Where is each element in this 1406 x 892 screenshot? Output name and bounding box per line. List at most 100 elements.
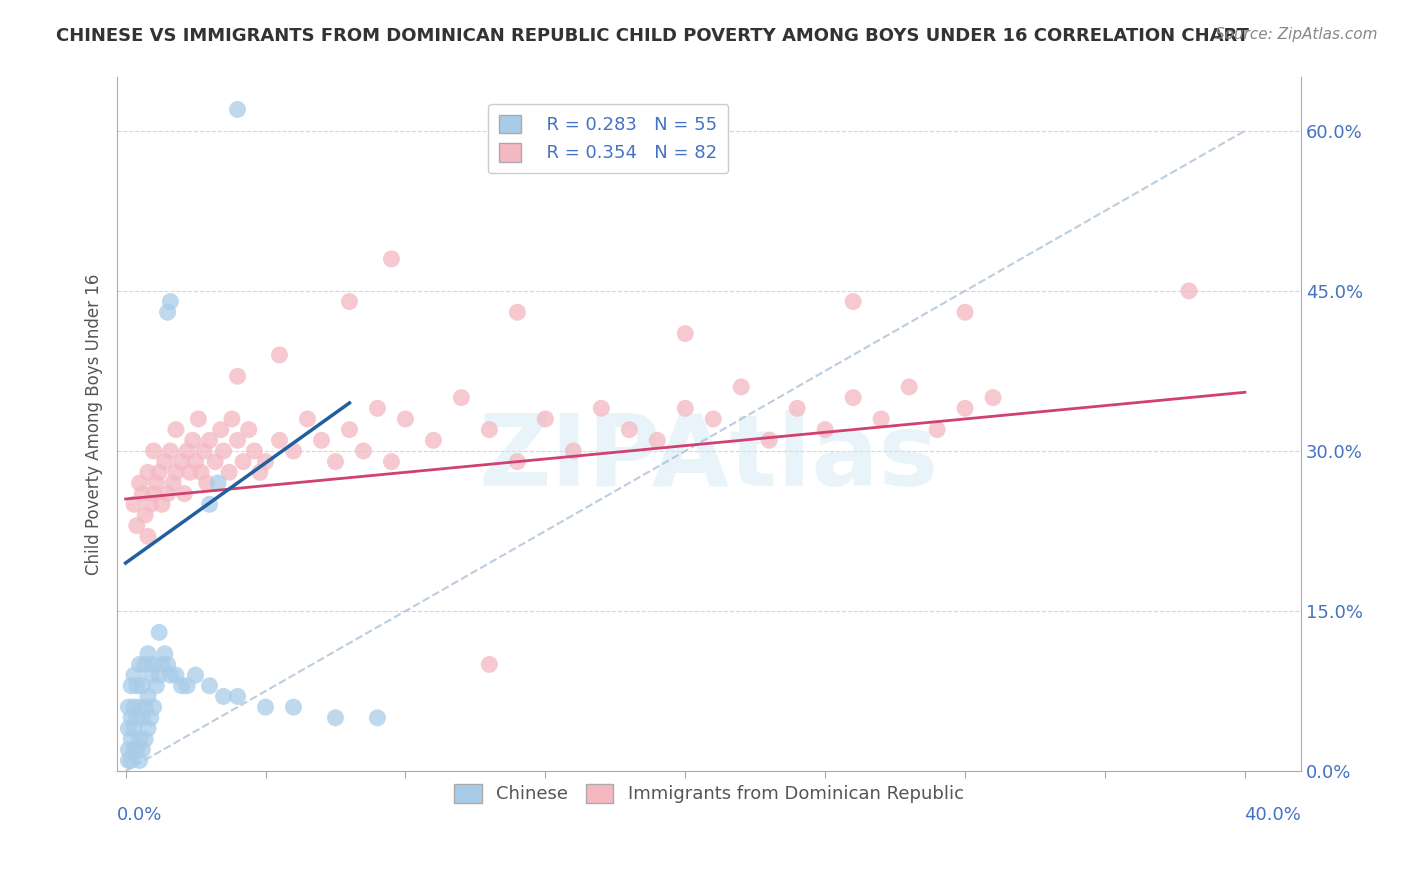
Point [212,444,235,458]
Point [297,412,319,426]
Point [134,732,156,747]
Point [125,518,148,533]
Point [221,412,243,426]
Point [758,434,780,448]
Point [450,391,472,405]
Point [122,497,145,511]
Point [128,657,150,672]
Point [380,252,402,266]
Text: 40.0%: 40.0% [1244,805,1301,824]
Point [311,434,333,448]
Point [125,711,148,725]
Point [159,668,181,682]
Point [117,700,139,714]
Point [673,326,696,341]
Point [128,754,150,768]
Point [981,391,1004,405]
Point [198,679,221,693]
Point [120,679,142,693]
Point [136,529,159,543]
Point [122,722,145,736]
Point [730,380,752,394]
Point [422,434,444,448]
Point [176,444,198,458]
Point [162,475,184,490]
Point [269,434,291,448]
Point [179,466,201,480]
Point [134,700,156,714]
Point [204,455,226,469]
Point [506,305,529,319]
Point [120,711,142,725]
Point [339,423,361,437]
Point [562,444,585,458]
Point [117,743,139,757]
Point [870,412,893,426]
Point [226,369,249,384]
Point [165,668,187,682]
Point [125,743,148,757]
Point [366,401,388,416]
Point [534,412,557,426]
Point [117,722,139,736]
Point [139,711,162,725]
Point [142,444,165,458]
Point [145,475,167,490]
Point [702,412,724,426]
Point [184,668,207,682]
Point [1178,284,1201,298]
Point [814,423,837,437]
Point [122,668,145,682]
Point [842,294,865,309]
Point [142,700,165,714]
Point [786,401,808,416]
Point [254,700,277,714]
Point [145,679,167,693]
Point [153,455,176,469]
Point [184,455,207,469]
Point [131,743,153,757]
Point [136,722,159,736]
Point [339,294,361,309]
Point [366,711,388,725]
Point [156,486,179,500]
Point [150,657,173,672]
Point [218,466,240,480]
Point [842,391,865,405]
Text: ZIPAtlas: ZIPAtlas [479,410,939,508]
Point [170,455,193,469]
Point [238,423,260,437]
Point [148,668,170,682]
Point [478,423,501,437]
Point [226,103,249,117]
Point [927,423,949,437]
Point [134,657,156,672]
Point [249,466,271,480]
Point [136,647,159,661]
Point [120,732,142,747]
Point [156,657,179,672]
Point [673,401,696,416]
Text: CHINESE VS IMMIGRANTS FROM DOMINICAN REPUBLIC CHILD POVERTY AMONG BOYS UNDER 16 : CHINESE VS IMMIGRANTS FROM DOMINICAN REP… [56,27,1249,45]
Point [190,466,212,480]
Point [128,732,150,747]
Point [352,444,374,458]
Point [187,412,209,426]
Point [156,305,179,319]
Point [181,434,204,448]
Point [195,475,218,490]
Point [159,444,181,458]
Point [506,455,529,469]
Point [198,434,221,448]
Point [619,423,641,437]
Text: Source: ZipAtlas.com: Source: ZipAtlas.com [1215,27,1378,42]
Point [953,305,976,319]
Point [128,700,150,714]
Point [165,423,187,437]
Point [394,412,416,426]
Point [209,423,232,437]
Text: 0.0%: 0.0% [117,805,163,824]
Point [131,711,153,725]
Point [193,444,215,458]
Point [148,625,170,640]
